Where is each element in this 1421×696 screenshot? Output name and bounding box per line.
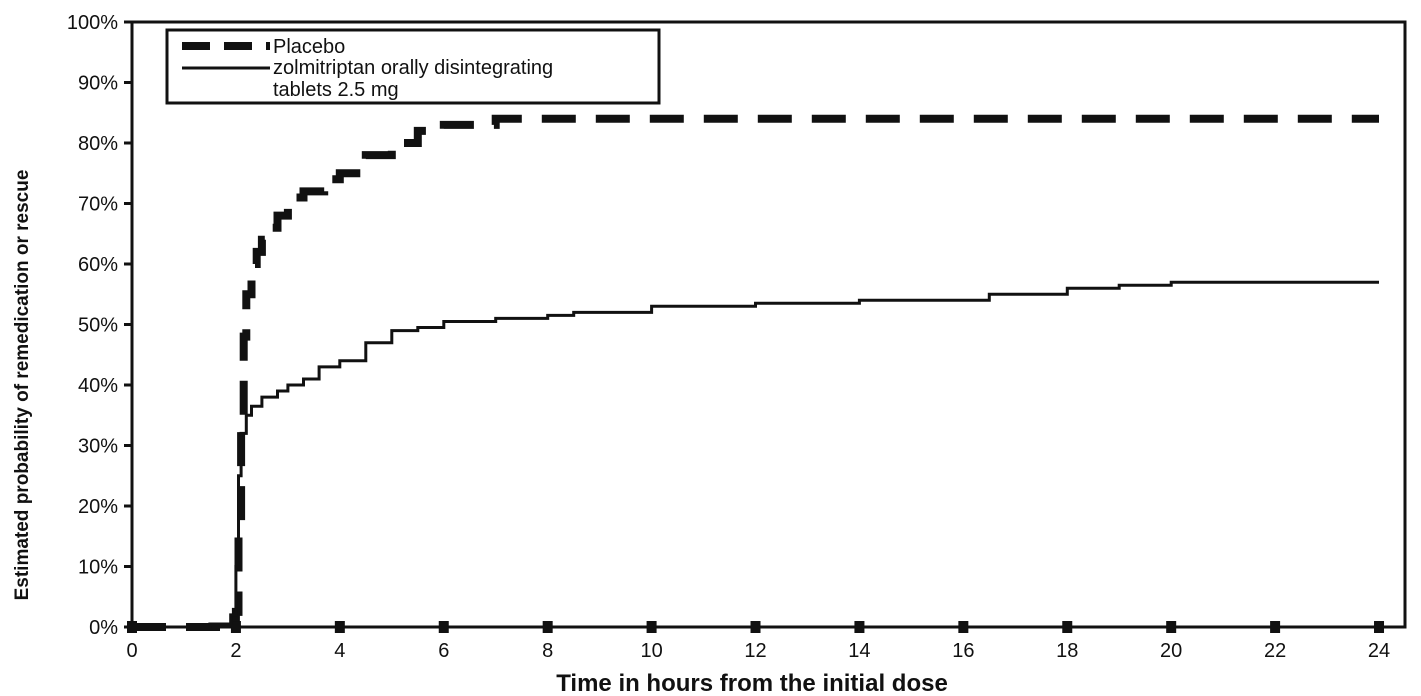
series-lines (132, 114, 1379, 631)
y-ticks: 0% 10% 20% 30% 40% 50% 60% 70% 80% 90% 100% (67, 12, 132, 639)
x-tick-label: 2 (230, 640, 241, 662)
x-axis-title: Time in hours from the initial dose (556, 670, 948, 696)
x-tick-mark (1062, 621, 1073, 633)
x-tick-mark (1374, 621, 1385, 633)
x-tick-mark (438, 621, 449, 633)
x-tick-label: 18 (1056, 640, 1078, 662)
legend-label-zolmitriptan-line2: tablets 2.5 mg (273, 79, 399, 101)
x-tick-label: 14 (848, 640, 870, 662)
y-tick-label: 0% (89, 617, 118, 639)
x-tick-mark (646, 621, 657, 633)
x-tick-label: 24 (1368, 640, 1390, 662)
legend: Placebo zolmitriptan orally disintegrati… (165, 28, 661, 105)
x-tick-mark (542, 621, 553, 633)
x-tick-label: 8 (542, 640, 553, 662)
y-tick-label: 20% (78, 496, 118, 518)
legend-label-placebo: Placebo (273, 36, 345, 58)
y-axis-title: Estimated probability of remedication or… (12, 170, 33, 601)
x-tick-label: 12 (744, 640, 766, 662)
x-tick-label: 10 (640, 640, 662, 662)
x-tick-mark (750, 621, 761, 633)
y-tick-label: 40% (78, 375, 118, 397)
y-tick-label: 80% (78, 133, 118, 155)
y-tick-label: 10% (78, 557, 118, 579)
x-tick-mark (854, 621, 865, 633)
series-line-zolmitriptan (132, 280, 1379, 629)
x-tick-label: 0 (126, 640, 137, 662)
axes (130, 20, 1407, 629)
x-tick-label: 6 (438, 640, 449, 662)
x-tick-mark (1166, 621, 1177, 633)
y-tick-label: 60% (78, 254, 118, 276)
y-tick-label: 30% (78, 436, 118, 458)
y-tick-label: 50% (78, 315, 118, 337)
x-tick-label: 20 (1160, 640, 1182, 662)
x-tick-label: 4 (334, 640, 345, 662)
legend-label-zolmitriptan-line1: zolmitriptan orally disintegrating (273, 57, 553, 79)
x-tick-mark (958, 621, 969, 633)
y-tick-label: 70% (78, 194, 118, 216)
plot-frame (130, 20, 1407, 629)
x-tick-label: 22 (1264, 640, 1286, 662)
y-tick-label: 90% (78, 73, 118, 95)
y-tick-label: 100% (67, 12, 118, 34)
x-tick-mark (230, 621, 241, 633)
x-tick-mark (334, 621, 345, 633)
x-tick-label: 16 (952, 640, 974, 662)
x-tick-mark (1270, 621, 1281, 633)
